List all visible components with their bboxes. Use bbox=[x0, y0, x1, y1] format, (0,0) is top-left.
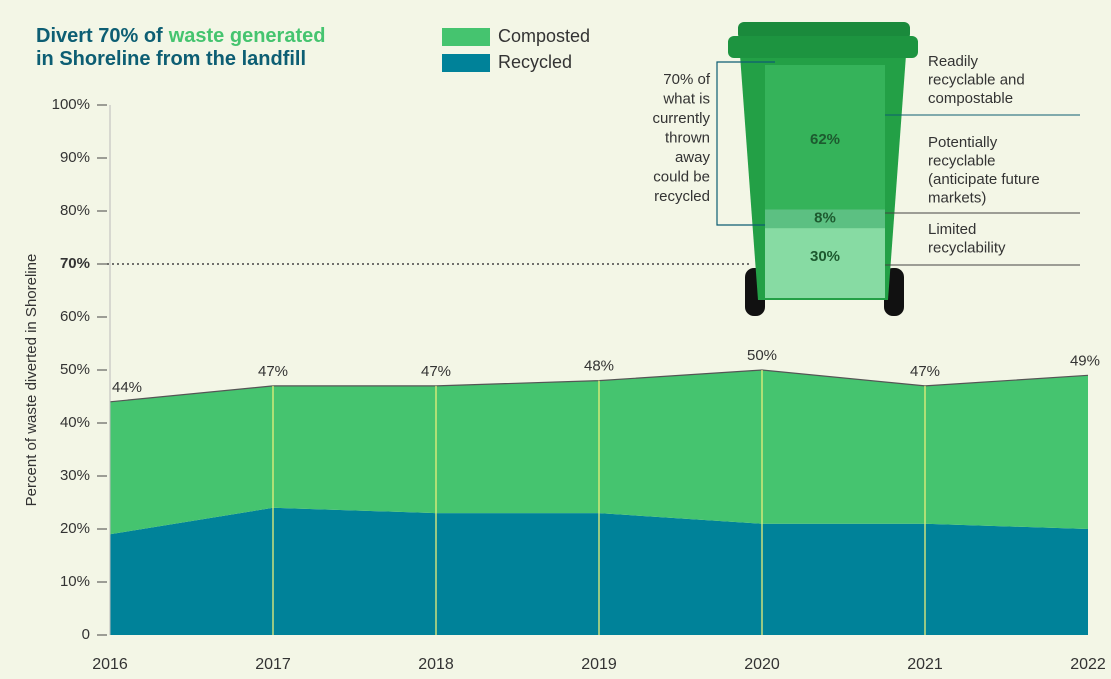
bin-segment bbox=[765, 209, 885, 229]
x-tick-label: 2017 bbox=[255, 656, 291, 673]
legend-swatch bbox=[442, 28, 490, 46]
note-line: thrown bbox=[665, 129, 710, 146]
bin-segment-label: 62% bbox=[810, 131, 840, 148]
description-line: compostable bbox=[928, 90, 1013, 107]
value-label: 48% bbox=[584, 358, 614, 375]
description-line: Limited bbox=[928, 221, 976, 238]
y-tick-label: 60% bbox=[60, 308, 90, 325]
legend-label: Recycled bbox=[498, 52, 572, 72]
y-tick-label: 10% bbox=[60, 573, 90, 590]
y-tick-label: 30% bbox=[60, 467, 90, 484]
title-part: in Shoreline from the landfill bbox=[36, 48, 306, 70]
bin-segment bbox=[765, 228, 885, 298]
y-tick-label: 40% bbox=[60, 414, 90, 431]
description-line: Potentially bbox=[928, 134, 998, 151]
bracket bbox=[716, 61, 775, 226]
note-line: 70% of bbox=[663, 71, 711, 88]
title-part: Divert 70% of bbox=[36, 25, 163, 47]
y-tick-label: 70% bbox=[60, 255, 90, 272]
description: Limited recyclability bbox=[928, 221, 1006, 257]
description-line: recyclable bbox=[928, 152, 996, 169]
x-tick-label: 2022 bbox=[1070, 656, 1106, 673]
note-line: could be bbox=[653, 168, 710, 185]
description-line: recyclability bbox=[928, 239, 1006, 256]
bin-lid bbox=[728, 36, 918, 58]
value-label: 47% bbox=[421, 363, 451, 380]
value-label: 50% bbox=[747, 347, 777, 364]
y-tick-label: 90% bbox=[60, 149, 90, 166]
y-tick-label: 50% bbox=[60, 361, 90, 378]
description: Readily recyclable and compostable bbox=[928, 53, 1025, 107]
x-tick-label: 2016 bbox=[92, 656, 128, 673]
bin-segment-label: 8% bbox=[814, 210, 836, 227]
note-line: what is bbox=[662, 90, 710, 107]
note-line: away bbox=[675, 149, 711, 166]
value-label: 49% bbox=[1070, 352, 1100, 369]
description-line: markets) bbox=[928, 189, 986, 206]
legend-swatch bbox=[442, 54, 490, 72]
y-tick-label: 80% bbox=[60, 202, 90, 219]
legend-label: Composted bbox=[498, 26, 590, 46]
bin-lid bbox=[738, 22, 910, 40]
note: 70% of what is currently thrown away could be… bbox=[652, 71, 710, 205]
bin-segment-label: 30% bbox=[810, 248, 840, 265]
chart-title: Divert 70% of waste generated in Shoreline… bbox=[36, 25, 325, 70]
value-label: 44% bbox=[112, 379, 142, 396]
bin-segment bbox=[765, 65, 885, 210]
description: Potentially recyclable (anticipate future m… bbox=[928, 134, 1040, 207]
x-tick-label: 2019 bbox=[581, 656, 617, 673]
x-tick-label: 2020 bbox=[744, 656, 780, 673]
y-tick-label: 20% bbox=[60, 520, 90, 537]
note-line: recycled bbox=[654, 188, 710, 205]
title-highlight: waste generated bbox=[168, 25, 326, 47]
y-tick-label: 100% bbox=[52, 96, 90, 113]
description-line: Readily bbox=[928, 53, 979, 70]
value-label: 47% bbox=[910, 363, 940, 380]
y-tick-label: 0 bbox=[82, 626, 90, 643]
x-tick-label: 2021 bbox=[907, 656, 943, 673]
description-line: (anticipate future bbox=[928, 171, 1040, 188]
description-line: recyclable and bbox=[928, 71, 1025, 88]
y-axis-label: Percent of waste diverted in Shoreline bbox=[23, 254, 40, 507]
note-line: currently bbox=[652, 110, 710, 127]
value-label: 47% bbox=[258, 363, 288, 380]
x-tick-label: 2018 bbox=[418, 656, 454, 673]
